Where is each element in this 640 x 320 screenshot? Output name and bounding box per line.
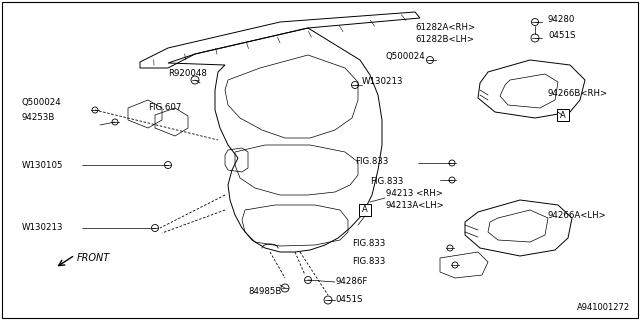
Text: FIG.833: FIG.833 [352, 238, 385, 247]
Text: FIG.833: FIG.833 [370, 177, 403, 186]
Text: FIG.607: FIG.607 [148, 103, 181, 113]
Text: 61282A<RH>: 61282A<RH> [415, 23, 475, 33]
Text: A: A [560, 110, 566, 119]
Text: Q500024: Q500024 [22, 99, 61, 108]
Text: 94253B: 94253B [22, 114, 56, 123]
Text: FRONT: FRONT [77, 253, 110, 263]
Bar [359, 204, 371, 216]
Text: 94266A<LH>: 94266A<LH> [548, 211, 607, 220]
Text: 94286F: 94286F [335, 276, 367, 285]
Text: FIG.833: FIG.833 [355, 157, 388, 166]
Text: 94213A<LH>: 94213A<LH> [386, 201, 445, 210]
Text: W130105: W130105 [22, 161, 63, 170]
Text: W130213: W130213 [362, 76, 403, 85]
Text: A941001272: A941001272 [577, 303, 630, 313]
Text: 94266B<RH>: 94266B<RH> [548, 89, 608, 98]
Text: R920048: R920048 [168, 68, 207, 77]
Text: Q500024: Q500024 [385, 52, 425, 60]
Text: W130213: W130213 [22, 223, 63, 233]
Text: 0451S: 0451S [548, 30, 575, 39]
Text: 94280: 94280 [548, 15, 575, 25]
Text: 94213 <RH>: 94213 <RH> [386, 188, 443, 197]
Text: 61282B<LH>: 61282B<LH> [415, 35, 474, 44]
Bar [557, 109, 569, 121]
Text: 0451S: 0451S [335, 295, 362, 305]
Text: A: A [362, 205, 368, 214]
Text: FIG.833: FIG.833 [352, 258, 385, 267]
Text: 84985B: 84985B [248, 286, 282, 295]
